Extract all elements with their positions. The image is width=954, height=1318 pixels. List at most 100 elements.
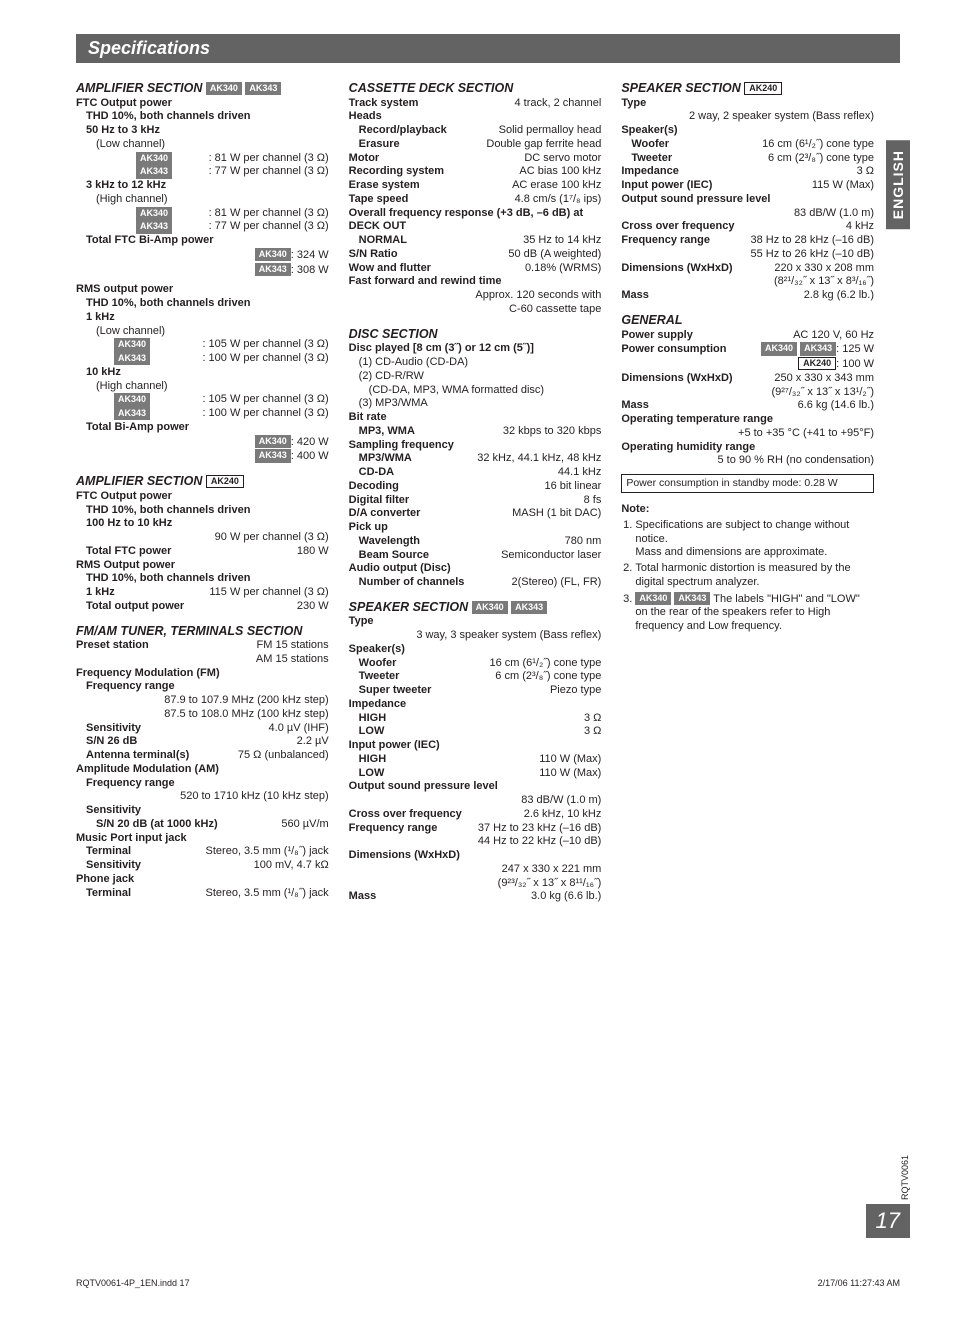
val: 180 W xyxy=(297,545,329,559)
val: 4.8 cm/s (1⁷/₈ ips) xyxy=(515,193,602,207)
val: Stereo, 3.5 mm (¹/₈˝) jack xyxy=(206,887,329,901)
column-1: AMPLIFIER SECTION AK340 AK343 FTC Output… xyxy=(76,81,329,904)
val: Piezo type xyxy=(550,684,601,698)
val: : 81 W per channel (3 Ω) xyxy=(172,207,329,221)
spec: THD 10%, both channels driven xyxy=(76,110,329,124)
spec-row: Decoding16 bit linear xyxy=(349,480,602,494)
val: Solid permalloy head xyxy=(499,124,602,138)
ftc-label: FTC Output power xyxy=(76,97,329,111)
val: MASH (1 bit DAC) xyxy=(512,507,601,521)
val: 6.6 kg (14.6 lb.) xyxy=(798,399,874,413)
spec: Impedance xyxy=(349,698,602,712)
val: 780 nm xyxy=(565,535,602,549)
val: : 77 W per channel (3 Ω) xyxy=(172,165,329,179)
spec: (Low channel) xyxy=(76,325,329,339)
label: Cross over frequency xyxy=(349,808,462,822)
val: : 105 W per channel (3 Ω) xyxy=(150,393,329,407)
page: Specifications ENGLISH AMPLIFIER SECTION… xyxy=(0,0,954,1318)
spec-row: AK340: 420 W xyxy=(76,435,329,450)
val: 100 mV, 4.7 kΩ xyxy=(254,859,329,873)
spec: Bit rate xyxy=(349,411,602,425)
badge: AK343 xyxy=(255,449,291,462)
val: 5 to 90 % RH (no condensation) xyxy=(621,454,874,468)
label: Sensitivity xyxy=(86,859,141,873)
val: : 125 W xyxy=(836,343,874,355)
label: CD-DA xyxy=(359,466,394,480)
label: Recording system xyxy=(349,165,444,179)
val: 6 cm (2³/₈˝) cone type xyxy=(495,670,601,684)
spec: Speaker(s) xyxy=(621,124,874,138)
label: Mass xyxy=(349,890,377,904)
badge: AK343 xyxy=(674,592,710,605)
label: Total output power xyxy=(86,600,184,614)
badge: AK340 xyxy=(761,342,797,355)
badge: AK343 xyxy=(136,220,172,233)
label: 1 kHz xyxy=(86,586,115,600)
val: : 324 W xyxy=(291,249,329,261)
val: Approx. 120 seconds with xyxy=(349,289,602,303)
label: Total FTC power xyxy=(86,545,171,559)
label: Input power (IEC) xyxy=(621,179,712,193)
note-item: AK340 AK343 The labels "HIGH" and "LOW" … xyxy=(635,592,874,634)
page-number: 17 xyxy=(866,1204,910,1238)
val: 3 Ω xyxy=(584,712,601,726)
spec: 50 Hz to 3 kHz xyxy=(76,124,329,138)
spec: Fast forward and rewind time xyxy=(349,275,602,289)
val: 3.0 kg (6.6 lb.) xyxy=(531,890,601,904)
spec-row: Tape speed4.8 cm/s (1⁷/₈ ips) xyxy=(349,193,602,207)
amp1-title: AMPLIFIER SECTION AK340 AK343 xyxy=(76,81,329,97)
spec-row: Cross over frequency2.6 kHz, 10 kHz xyxy=(349,808,602,822)
val: 4 track, 2 channel xyxy=(515,97,602,111)
spec-row: Mass2.8 kg (6.2 lb.) xyxy=(621,289,874,303)
val: 115 W (Max) xyxy=(812,179,874,193)
badge: AK340 xyxy=(255,435,291,448)
spec-row: Dimensions (WxHxD)220 x 330 x 208 mm xyxy=(621,262,874,276)
spec-row: Input power (IEC) 115 W (Max) xyxy=(621,179,874,193)
label: Frequency range xyxy=(621,234,710,248)
val: +5 to +35 °C (+41 to +95°F) xyxy=(621,427,874,441)
val: FM 15 stations xyxy=(257,639,329,653)
label: Woofer xyxy=(359,657,397,671)
badge: AK340 xyxy=(114,338,150,351)
label: Impedance xyxy=(621,165,678,179)
spec: 100 Hz to 10 kHz xyxy=(76,517,329,531)
spec: THD 10%, both channels driven xyxy=(76,504,329,518)
spec-row: Erase systemAC erase 100 kHz xyxy=(349,179,602,193)
spec-row: Super tweeterPiezo type xyxy=(349,684,602,698)
column-2: CASSETTE DECK SECTION Track system4 trac… xyxy=(349,81,602,904)
label: Wavelength xyxy=(359,535,420,549)
val: 4 kHz xyxy=(846,220,874,234)
label: Mass xyxy=(621,399,649,413)
val: 37 Hz to 23 kHz (–16 dB) xyxy=(478,822,602,836)
val: : 81 W per channel (3 Ω) xyxy=(172,152,329,166)
spec-row: MP3/WMA32 kHz, 44.1 kHz, 48 kHz xyxy=(349,452,602,466)
spec: Audio output (Disc) xyxy=(349,562,602,576)
badge: AK340 xyxy=(136,207,172,220)
spec-row: Sensitivity 100 mV, 4.7 kΩ xyxy=(76,859,329,873)
spec: Dimensions (WxHxD) xyxy=(349,849,602,863)
label: S/N 20 dB (at 1000 kHz) xyxy=(96,818,218,832)
label: Sensitivity xyxy=(86,722,141,736)
spec: Type xyxy=(621,97,874,111)
document-id: RQTV0061 xyxy=(900,1155,910,1200)
label: LOW xyxy=(359,767,385,781)
val: 16 cm (6¹/₂˝) cone type xyxy=(489,657,601,671)
spec-row: Track system4 track, 2 channel xyxy=(349,97,602,111)
val: : 105 W per channel (3 Ω) xyxy=(150,338,329,352)
spec-row: Beam SourceSemiconductor laser xyxy=(349,549,602,563)
label: Motor xyxy=(349,152,380,166)
label: S/N 26 dB xyxy=(86,735,137,749)
text: Specifications are subject to change wit… xyxy=(635,519,849,545)
label: Dimensions (WxHxD) xyxy=(621,372,732,386)
label: MP3, WMA xyxy=(359,425,415,439)
note-item: Total harmonic distortion is measured by… xyxy=(635,562,874,590)
label: Tweeter xyxy=(631,152,672,166)
val: Semiconductor laser xyxy=(501,549,601,563)
label: MP3/WMA xyxy=(359,452,412,466)
spec-row: Total FTC power 180 W xyxy=(76,545,329,559)
spec-row: AK343: 308 W xyxy=(76,263,329,278)
spec-row: Digital filter8 fs xyxy=(349,494,602,508)
page-title: Specifications xyxy=(76,34,900,63)
val: 44.1 kHz xyxy=(558,466,601,480)
spec-row: Woofer 16 cm (6¹/₂˝) cone type xyxy=(349,657,602,671)
